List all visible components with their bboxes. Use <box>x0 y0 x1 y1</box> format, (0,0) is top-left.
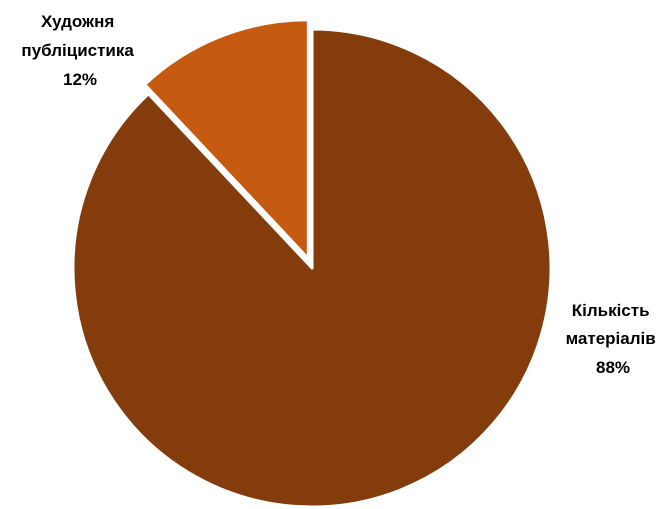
pie-slice-0 <box>71 27 553 509</box>
slice-label-large: Кількість матеріалів 88% <box>566 301 661 377</box>
pie-slices <box>71 18 553 509</box>
pie-slice-1 <box>143 18 310 261</box>
slice-label-small: Художня публіцистика 12% <box>21 12 138 89</box>
pie-labels: Кількість матеріалів 88% Художня публіци… <box>21 12 661 377</box>
